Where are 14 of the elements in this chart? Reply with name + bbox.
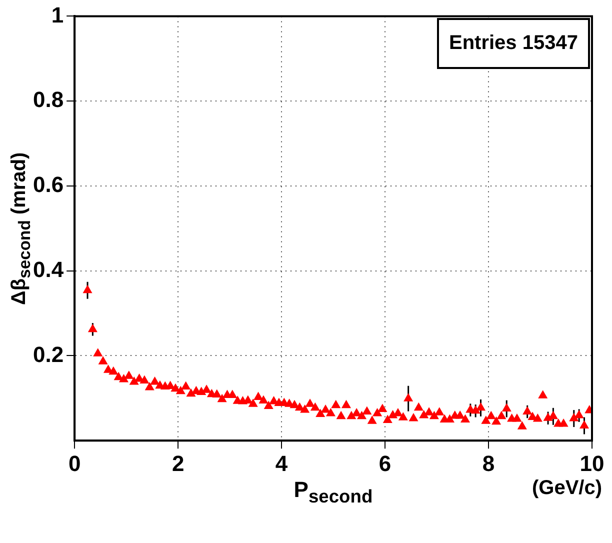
y-tick-label: 0.8	[32, 87, 64, 112]
x-axis-title: P$_{second}$	[294, 476, 373, 507]
x-tick-label: 6	[378, 450, 392, 476]
x-tick-label: 8	[482, 450, 495, 476]
y-tick-label: 0.4	[32, 256, 64, 282]
y-tick-label: 1	[51, 2, 64, 28]
y-tick-label: 0.6	[32, 172, 64, 198]
x-tick-label: 0	[68, 450, 81, 476]
y-tick-label: 0.2	[32, 342, 64, 367]
text: (GeV/c)	[532, 476, 602, 500]
x-tick-label: 2	[172, 450, 184, 476]
x-tick-label: 10	[580, 450, 604, 476]
annotation: Entries 15347	[437, 18, 590, 70]
x-tick-label: 4	[275, 450, 288, 476]
